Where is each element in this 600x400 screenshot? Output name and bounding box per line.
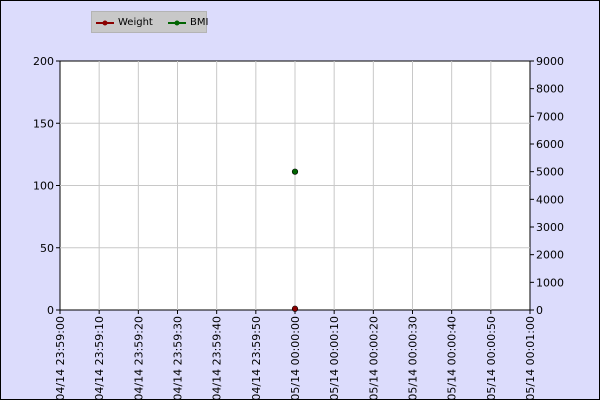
left-y-axis-tick-labels: 0 50 100 150 200 xyxy=(33,55,54,317)
x-tick-label-6-04-14-23-59-10: 6/04/14 23:59:10 xyxy=(93,316,106,400)
right-y-tick-label-7000: 7000 xyxy=(536,110,564,123)
legend-swatch-weight xyxy=(96,20,114,26)
x-tick-label-6-05-14-00-00-20: 6/05/14 00:00:20 xyxy=(367,316,380,400)
bmi-point-0 xyxy=(291,168,299,175)
right-y-tick-label-1000: 1000 xyxy=(536,276,564,289)
right-y-tick-label-6000: 6000 xyxy=(536,138,564,151)
legend-label-weight: Weight xyxy=(118,17,153,28)
x-tick-label-6-05-14-00-00-30: 6/05/14 00:00:30 xyxy=(407,316,420,400)
left-y-tick-label-50: 50 xyxy=(40,242,54,255)
axes xyxy=(56,60,534,314)
right-y-tick-label-2000: 2000 xyxy=(536,249,564,262)
x-tick-label-6-04-14-23-59-20: 6/04/14 23:59:20 xyxy=(132,316,145,400)
x-tick-label-6-05-14-00-00-10: 6/05/14 00:00:10 xyxy=(328,316,341,400)
right-y-tick-label-3000: 3000 xyxy=(536,221,564,234)
data-points xyxy=(291,168,299,312)
x-tick-label-6-04-14-23-59-30: 6/04/14 23:59:30 xyxy=(172,316,185,400)
weight-point-0 xyxy=(291,305,299,312)
left-y-tick-label-150: 150 xyxy=(33,117,54,130)
right-y-tick-label-0: 0 xyxy=(536,304,543,317)
x-tick-label-6-04-14-23-59-00: 6/04/14 23:59:00 xyxy=(54,316,67,400)
x-tick-label-6-05-14-00-00-50: 6/05/14 00:00:50 xyxy=(485,316,498,400)
left-y-tick-label-0: 0 xyxy=(47,304,54,317)
x-axis-tick-labels: 6/04/14 23:59:00 6/04/14 23:59:10 6/04/14 … xyxy=(54,316,537,400)
grid-lines xyxy=(60,61,530,310)
right-y-tick-label-4000: 4000 xyxy=(536,193,564,206)
x-tick-label-6-05-14-00-00-40: 6/05/14 00:00:40 xyxy=(446,316,459,400)
right-y-tick-label-9000: 9000 xyxy=(536,55,564,68)
right-y-axis-tick-labels: 0 1000 2000 3000 4000 5000 6000 7000 8000 9000 xyxy=(536,55,564,317)
right-y-tick-label-8000: 8000 xyxy=(536,83,564,96)
x-tick-label-6-05-14-00-01-00: 6/05/14 00:01:00 xyxy=(524,316,537,400)
x-tick-label-6-04-14-23-59-50: 6/04/14 23:59:50 xyxy=(250,316,263,400)
legend-label-bmi: BMI xyxy=(190,17,209,28)
legend-swatch-bmi xyxy=(168,20,186,26)
x-tick-label-6-04-14-23-59-40: 6/04/14 23:59:40 xyxy=(211,316,224,400)
left-y-tick-label-200: 200 xyxy=(33,55,54,68)
legend: Weight BMI xyxy=(91,11,209,33)
right-y-tick-label-5000: 5000 xyxy=(536,166,564,179)
left-y-tick-label-100: 100 xyxy=(33,180,54,193)
x-tick-label-6-05-14-00-00-00: 6/05/14 00:00:00 xyxy=(289,316,302,400)
